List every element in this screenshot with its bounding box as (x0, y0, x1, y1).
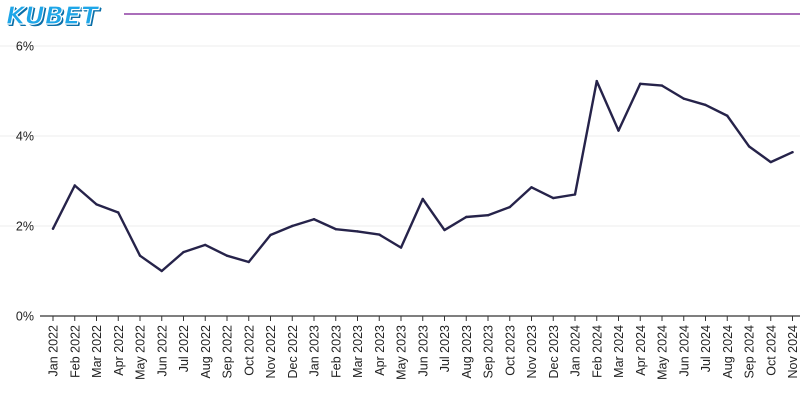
x-tick-label: Jan 2023 (308, 325, 322, 376)
x-tick-label: Oct 2022 (242, 325, 256, 376)
x-tick-label: Aug 2024 (721, 325, 735, 379)
series-line (51, 79, 794, 273)
x-tick-label: May 2022 (134, 325, 148, 380)
data-point (247, 260, 250, 264)
data-point (769, 160, 772, 164)
data-point (486, 214, 490, 217)
x-tick-label: Jan 2024 (569, 325, 583, 376)
x-tick-label: Mar 2022 (90, 325, 104, 378)
data-points (51, 79, 794, 273)
x-tick-label: Nov 2024 (786, 325, 800, 379)
x-axis-labels: Jan 2022 Feb 2022 Mar 2022 Apr 2022 May 2022… (47, 325, 800, 380)
data-point (660, 84, 664, 87)
x-tick-label: Apr 2023 (373, 325, 387, 376)
y-tick-label: 0% (16, 310, 34, 324)
x-axis-ticks (52, 316, 793, 321)
x-tick-label: Jul 2024 (699, 325, 713, 372)
data-point (73, 184, 76, 187)
data-point (334, 227, 337, 231)
y-axis-labels: 0% 2% 4% 6% (16, 40, 34, 324)
data-point (312, 218, 316, 221)
x-tick-label: Oct 2023 (503, 325, 517, 376)
data-point (639, 82, 642, 86)
x-tick-label: Feb 2024 (590, 325, 604, 378)
data-point (182, 250, 185, 254)
gridlines (0, 45, 800, 227)
data-point (51, 227, 55, 230)
x-tick-label: Jul 2022 (177, 325, 191, 372)
x-tick-label: Sep 2022 (221, 325, 235, 379)
x-tick-label: May 2023 (395, 325, 409, 380)
y-tick-label: 4% (16, 130, 34, 144)
data-point (399, 246, 403, 249)
x-tick-label: Mar 2024 (612, 325, 626, 378)
x-tick-label: Feb 2022 (68, 325, 82, 378)
x-tick-label: Apr 2024 (634, 325, 648, 376)
data-point (726, 114, 729, 117)
data-point (573, 193, 577, 196)
data-point (117, 211, 120, 214)
x-tick-label: Aug 2023 (460, 325, 474, 379)
x-tick-label: Sep 2023 (482, 325, 496, 379)
x-tick-label: Mar 2023 (351, 325, 365, 378)
data-point (682, 97, 685, 100)
data-point (138, 254, 142, 257)
data-point (204, 243, 207, 247)
x-tick-label: Nov 2023 (525, 325, 539, 379)
x-tick-label: Dec 2023 (547, 325, 561, 379)
x-tick-label: May 2024 (656, 325, 670, 380)
data-point (552, 196, 555, 200)
data-point (530, 186, 533, 189)
x-tick-label: Jan 2022 (47, 325, 61, 376)
y-tick-label: 6% (16, 40, 34, 54)
data-point (704, 103, 707, 107)
data-point (95, 203, 98, 206)
data-point (443, 228, 446, 232)
data-point (269, 233, 272, 237)
data-point (291, 224, 294, 228)
x-tick-label: Nov 2022 (264, 325, 278, 379)
x-tick-label: Aug 2022 (199, 325, 213, 379)
data-point (595, 79, 598, 83)
x-tick-label: Jun 2023 (416, 325, 430, 376)
data-point (465, 215, 468, 219)
x-tick-label: Jun 2022 (155, 325, 169, 376)
data-point (225, 254, 229, 257)
data-point (791, 151, 794, 154)
x-tick-label: Dec 2022 (286, 325, 300, 379)
data-point (160, 269, 163, 273)
data-point (508, 205, 511, 209)
data-point (356, 230, 359, 233)
data-point (378, 233, 381, 236)
logo-text: KUBET (5, 0, 98, 30)
x-tick-label: Oct 2024 (764, 325, 778, 376)
y-tick-label: 2% (16, 220, 34, 234)
logo: KUBET (5, 0, 98, 30)
x-tick-label: Jun 2024 (677, 325, 691, 376)
data-point (747, 145, 751, 148)
data-point (421, 197, 424, 201)
x-tick-label: Feb 2023 (329, 325, 343, 378)
x-tick-label: Sep 2024 (743, 325, 757, 379)
x-tick-label: Apr 2022 (112, 325, 126, 376)
data-point (617, 129, 620, 132)
x-tick-label: Jul 2023 (438, 325, 452, 372)
